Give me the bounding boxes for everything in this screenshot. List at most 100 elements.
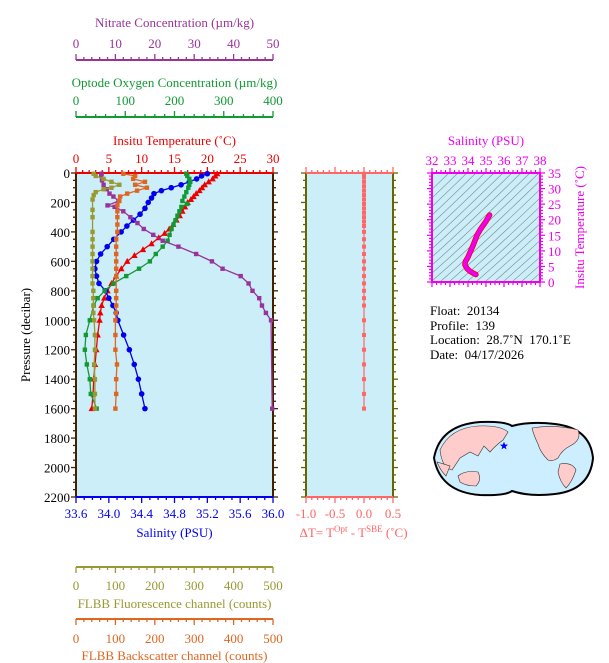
pressure-axis: 0 200 400 600 800 1000 1200 1400 1600 1800 2000 220… xyxy=(44,166,278,505)
salinity-axis-title: Salinity (PSU) xyxy=(136,525,212,540)
data-point xyxy=(96,280,102,287)
tick-label: 500 xyxy=(263,631,283,646)
data-point xyxy=(117,194,123,199)
data-point xyxy=(113,391,119,397)
data-point xyxy=(107,191,112,196)
data-point xyxy=(160,238,165,243)
fluorescence-axis-title: FLBB Fluorescence channel (counts) xyxy=(78,596,272,611)
data-point xyxy=(168,184,175,191)
ts-salinity-tick: 32 xyxy=(426,153,439,168)
data-point xyxy=(167,232,172,238)
data-point xyxy=(115,214,120,220)
backscatter-axis: 0 100 200 300 400 500 xyxy=(73,618,283,646)
data-point xyxy=(91,310,96,316)
data-point xyxy=(362,296,366,301)
tick-label: 400 xyxy=(263,93,283,108)
data-point xyxy=(128,214,133,220)
data-point xyxy=(91,288,96,294)
data-point xyxy=(111,194,116,199)
data-point xyxy=(137,211,143,218)
tick-label: 0 xyxy=(73,93,80,108)
data-point xyxy=(362,259,366,264)
data-point xyxy=(362,303,366,308)
data-point xyxy=(112,204,117,210)
data-point xyxy=(104,243,110,250)
pressure-tick-label: 800 xyxy=(51,284,71,299)
data-point xyxy=(113,347,118,352)
data-point xyxy=(97,309,104,316)
data-point xyxy=(113,406,118,411)
data-point xyxy=(153,251,158,257)
tick-label: 300 xyxy=(214,93,234,108)
data-point xyxy=(91,192,96,198)
data-point xyxy=(113,332,118,338)
data-point xyxy=(92,391,98,397)
data-point xyxy=(179,204,184,210)
data-point xyxy=(90,259,95,264)
data-point xyxy=(138,391,145,397)
tick-label: 30 xyxy=(188,36,201,51)
data-point xyxy=(362,171,366,176)
pressure-tick-label: 1400 xyxy=(44,372,70,387)
data-point xyxy=(151,190,157,197)
data-point xyxy=(144,185,150,190)
data-point xyxy=(184,171,189,176)
ts-salinity-tick: 37 xyxy=(516,153,530,168)
nitrate-axis-title: Nitrate Concentration (µm/kg) xyxy=(95,15,254,30)
tick-label: 36.0 xyxy=(262,506,285,521)
data-point xyxy=(102,288,107,294)
ts-salinity-tick: 36 xyxy=(498,153,512,168)
data-point xyxy=(238,273,243,279)
tick-label: 20 xyxy=(148,36,161,51)
data-point xyxy=(148,240,155,247)
data-point xyxy=(362,288,366,293)
data-point xyxy=(132,182,138,187)
data-point xyxy=(101,176,106,182)
data-point xyxy=(250,288,255,294)
data-point xyxy=(161,229,168,236)
data-point xyxy=(132,173,138,179)
data-point xyxy=(158,187,165,194)
delta-tick-label: -0.5 xyxy=(325,506,346,521)
data-point xyxy=(113,237,119,242)
data-point xyxy=(120,332,127,338)
pressure-tick-label: 2200 xyxy=(44,490,70,505)
tick-label: 30 xyxy=(267,151,280,166)
data-point xyxy=(209,175,216,182)
data-point xyxy=(93,258,100,265)
data-point xyxy=(259,303,265,308)
data-point xyxy=(142,179,148,185)
tick-label: 200 xyxy=(145,578,165,593)
data-point xyxy=(121,209,126,214)
ts-temperature-tick: 30 xyxy=(548,182,561,197)
tick-label: 5 xyxy=(106,151,113,166)
data-point xyxy=(160,244,165,249)
data-point xyxy=(113,244,119,249)
data-point xyxy=(90,237,95,242)
tick-label: 50 xyxy=(267,36,280,51)
data-point xyxy=(362,281,366,286)
data-point xyxy=(109,185,114,190)
oxygen-axis: 0 100 200 300 400 xyxy=(73,93,283,118)
temperature-axis: 0 5 10 15 20 25 30 xyxy=(73,151,280,174)
data-point xyxy=(131,251,138,258)
data-point xyxy=(115,229,120,235)
data-point xyxy=(362,252,366,256)
ts-salinity-tick: 34 xyxy=(462,153,476,168)
location: Location: 28.7˚N 170.1˚E xyxy=(430,332,571,347)
world-map xyxy=(432,420,595,497)
data-point xyxy=(362,274,366,279)
data-point xyxy=(90,281,95,286)
data-point xyxy=(141,226,146,232)
data-point xyxy=(268,318,274,323)
data-point xyxy=(177,209,182,214)
data-point xyxy=(90,214,95,220)
data-point xyxy=(176,244,181,249)
data-point xyxy=(113,310,119,316)
tick-label: 0 xyxy=(73,578,80,593)
data-point xyxy=(198,173,205,179)
data-point xyxy=(98,302,105,309)
data-point xyxy=(362,362,366,367)
data-point xyxy=(147,259,153,264)
